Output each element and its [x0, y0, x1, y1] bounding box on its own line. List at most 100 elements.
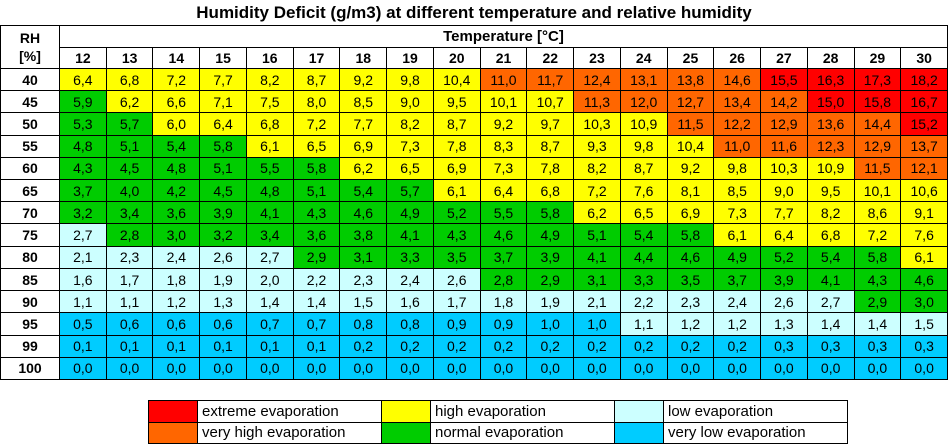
heatmap-cell: 4,0	[106, 180, 153, 202]
heatmap-cell: 4,9	[714, 246, 761, 268]
heatmap-cell: 5,8	[667, 224, 714, 246]
heatmap-cell: 3,0	[901, 291, 947, 313]
rh-header-unit: [%]	[19, 48, 41, 64]
heatmap-cell: 4,5	[200, 180, 246, 202]
chart-title: Humidity Deficit (g/m3) at different tem…	[196, 3, 752, 22]
temperature-tick-label: 16	[246, 48, 293, 68]
heatmap-cell: 2,4	[153, 246, 200, 268]
heatmap-cell: 2,7	[60, 224, 106, 246]
heatmap-cell: 2,9	[293, 246, 340, 268]
heatmap-cell: 6,1	[246, 135, 293, 157]
temperature-tick-label: 28	[807, 48, 854, 68]
heatmap-cell: 2,4	[387, 268, 433, 291]
heatmap-cell: 5,8	[854, 246, 901, 268]
heatmap-cell: 15,8	[854, 91, 901, 113]
heatmap-cell: 0,0	[620, 357, 667, 379]
heatmap-cell: 10,1	[854, 180, 901, 202]
heatmap-cell: 5,2	[433, 202, 480, 224]
heatmap-cell: 12,1	[901, 157, 947, 180]
heatmap-cell: 6,4	[480, 180, 527, 202]
temperature-tick-label: 20	[433, 48, 480, 68]
heatmap-cell: 0,0	[807, 357, 854, 379]
temperature-tick-label: 15	[200, 48, 246, 68]
heatmap-cell: 7,7	[340, 113, 387, 135]
heatmap-cell: 9,8	[387, 69, 433, 91]
heatmap-cell: 0,1	[153, 335, 200, 357]
heatmap-cell: 5,9	[60, 91, 106, 113]
rh-tick-label: 45	[1, 91, 59, 113]
heatmap-cell: 7,1	[200, 91, 246, 113]
heatmap-cell: 2,2	[293, 268, 340, 291]
temperature-tick-label: 18	[340, 48, 387, 68]
heatmap-cell: 8,0	[293, 91, 340, 113]
heatmap-cell: 10,9	[807, 157, 854, 180]
heatmap-cell: 13,8	[667, 69, 714, 91]
heatmap-cell: 8,1	[667, 180, 714, 202]
heatmap-cell: 4,2	[153, 180, 200, 202]
heatmap-cell: 10,4	[667, 135, 714, 157]
heatmap-cell: 8,7	[620, 157, 667, 180]
temperature-tick-label: 23	[574, 48, 620, 68]
heatmap-cell: 2,3	[106, 246, 153, 268]
rh-tick-label: 99	[1, 335, 59, 357]
heatmap-cell: 0,3	[807, 335, 854, 357]
heatmap-cell: 0,0	[574, 357, 620, 379]
heatmap-cell: 7,2	[293, 113, 340, 135]
heatmap-cell: 18,2	[901, 69, 947, 91]
heatmap-cell: 6,2	[574, 202, 620, 224]
rh-tick-label: 55	[1, 135, 59, 157]
heatmap-cell: 5,8	[293, 157, 340, 180]
rh-tick-label: 70	[1, 202, 59, 224]
heatmap-cell: 3,0	[153, 224, 200, 246]
heatmap-cell: 1,8	[153, 268, 200, 291]
rh-header-label: RH	[19, 30, 41, 46]
heatmap-cell: 0,0	[293, 357, 340, 379]
heatmap-cell: 5,4	[620, 224, 667, 246]
heatmap-cell: 0,0	[60, 357, 106, 379]
heatmap-cell: 3,1	[574, 268, 620, 291]
heatmap-cell: 6,2	[106, 91, 153, 113]
heatmap-cell: 12,7	[667, 91, 714, 113]
heatmap-cell: 0,3	[854, 335, 901, 357]
heatmap-cell: 0,0	[200, 357, 246, 379]
heatmap-cell: 0,2	[480, 335, 527, 357]
temperature-tick-label: 19	[387, 48, 433, 68]
rh-tick-label: 75	[1, 224, 59, 246]
heatmap-cell: 9,8	[714, 157, 761, 180]
heatmap-cell: 7,3	[387, 135, 433, 157]
heatmap-cell: 0,6	[106, 313, 153, 335]
heatmap-cell: 11,5	[667, 113, 714, 135]
heatmap-cell: 0,0	[854, 357, 901, 379]
heatmap-cell: 9,5	[807, 180, 854, 202]
rh-header: RH [%]	[1, 26, 59, 68]
heatmap-cell: 11,6	[761, 135, 807, 157]
heatmap-cell: 0,2	[574, 335, 620, 357]
legend-label: extreme evaporation	[198, 401, 381, 422]
heatmap-cell: 2,7	[246, 246, 293, 268]
heatmap-cell: 4,1	[387, 224, 433, 246]
heatmap-cell: 2,1	[60, 246, 106, 268]
heatmap-cell: 4,8	[60, 135, 106, 157]
heatmap-cell: 0,2	[714, 335, 761, 357]
heatmap-cell: 0,0	[527, 357, 574, 379]
heatmap-cell: 7,5	[246, 91, 293, 113]
heatmap-cell: 1,3	[761, 313, 807, 335]
heatmap-cell: 9,2	[667, 157, 714, 180]
heatmap-cell: 11,0	[480, 69, 527, 91]
heatmap-cell: 3,2	[200, 224, 246, 246]
heatmap-cell: 6,5	[387, 157, 433, 180]
heatmap-cell: 1,5	[340, 291, 387, 313]
heatmap-cell: 2,2	[620, 291, 667, 313]
heatmap-cell: 10,4	[433, 69, 480, 91]
heatmap-cell: 0,8	[387, 313, 433, 335]
rh-tick-label: 50	[1, 113, 59, 135]
heatmap-cell: 2,8	[106, 224, 153, 246]
heatmap-cell: 1,0	[574, 313, 620, 335]
heatmap-cell: 5,3	[60, 113, 106, 135]
temperature-tick-label: 21	[480, 48, 527, 68]
heatmap-cell: 3,2	[60, 202, 106, 224]
heatmap-cell: 1,8	[480, 291, 527, 313]
heatmap-cell: 6,9	[667, 202, 714, 224]
rh-tick-label: 95	[1, 313, 59, 335]
heatmap-cell: 10,3	[574, 113, 620, 135]
